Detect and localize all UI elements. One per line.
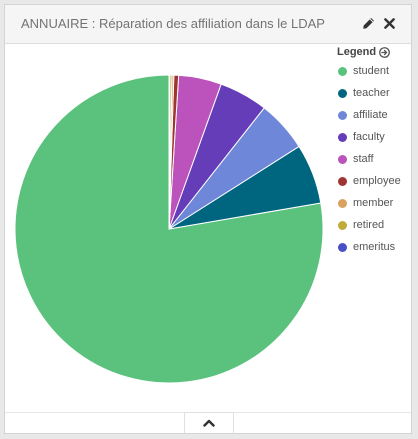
legend-swatch: [338, 220, 347, 230]
legend-swatch: [338, 66, 347, 76]
legend-swatch: [338, 242, 347, 252]
dashboard-panel: ANNUAIRE : Réparation des affiliation da…: [4, 4, 412, 434]
legend-label: member: [353, 197, 394, 209]
legend-swatch: [338, 154, 347, 164]
legend-items: student teacher affiliate faculty staff emplo…: [337, 60, 401, 258]
panel-footer: [5, 412, 411, 433]
legend-swatch: [338, 110, 347, 120]
legend-swatch: [338, 198, 347, 208]
legend-toggle[interactable]: Legend: [337, 44, 401, 60]
chart-legend: Legend student teacher affiliate faculty sta…: [337, 44, 401, 258]
arrow-circle-right-icon: [379, 46, 391, 58]
pencil-icon[interactable]: [360, 15, 376, 31]
chevron-up-icon: [203, 419, 215, 427]
legend-swatch: [338, 88, 347, 98]
legend-label: student: [353, 65, 390, 77]
legend-label: emeritus: [353, 241, 396, 253]
legend-item-faculty[interactable]: faculty: [337, 126, 401, 148]
panel-header: ANNUAIRE : Réparation des affiliation da…: [5, 5, 411, 44]
legend-title: Legend: [337, 46, 377, 58]
legend-label: retired: [353, 219, 385, 231]
pie-slice-emeritus[interactable]: [168, 74, 171, 230]
legend-label: faculty: [353, 131, 385, 143]
legend-swatch: [338, 132, 347, 142]
legend-item-member[interactable]: member: [337, 192, 401, 214]
legend-item-employee[interactable]: employee: [337, 170, 401, 192]
pie-chart: [14, 74, 324, 384]
panel-title: ANNUAIRE : Réparation des affiliation da…: [21, 16, 325, 31]
pie-slices: [14, 74, 324, 384]
legend-label: employee: [353, 175, 401, 187]
collapse-button[interactable]: [184, 412, 234, 433]
legend-item-retired[interactable]: retired: [337, 214, 401, 236]
legend-item-staff[interactable]: staff: [337, 148, 401, 170]
legend-item-student[interactable]: student: [337, 60, 401, 82]
legend-item-emeritus[interactable]: emeritus: [337, 236, 401, 258]
legend-item-teacher[interactable]: teacher: [337, 82, 401, 104]
close-icon[interactable]: [381, 15, 397, 31]
legend-label: affiliate: [353, 109, 388, 121]
legend-item-affiliate[interactable]: affiliate: [337, 104, 401, 126]
legend-label: staff: [353, 153, 374, 165]
legend-label: teacher: [353, 87, 390, 99]
legend-swatch: [338, 176, 347, 186]
